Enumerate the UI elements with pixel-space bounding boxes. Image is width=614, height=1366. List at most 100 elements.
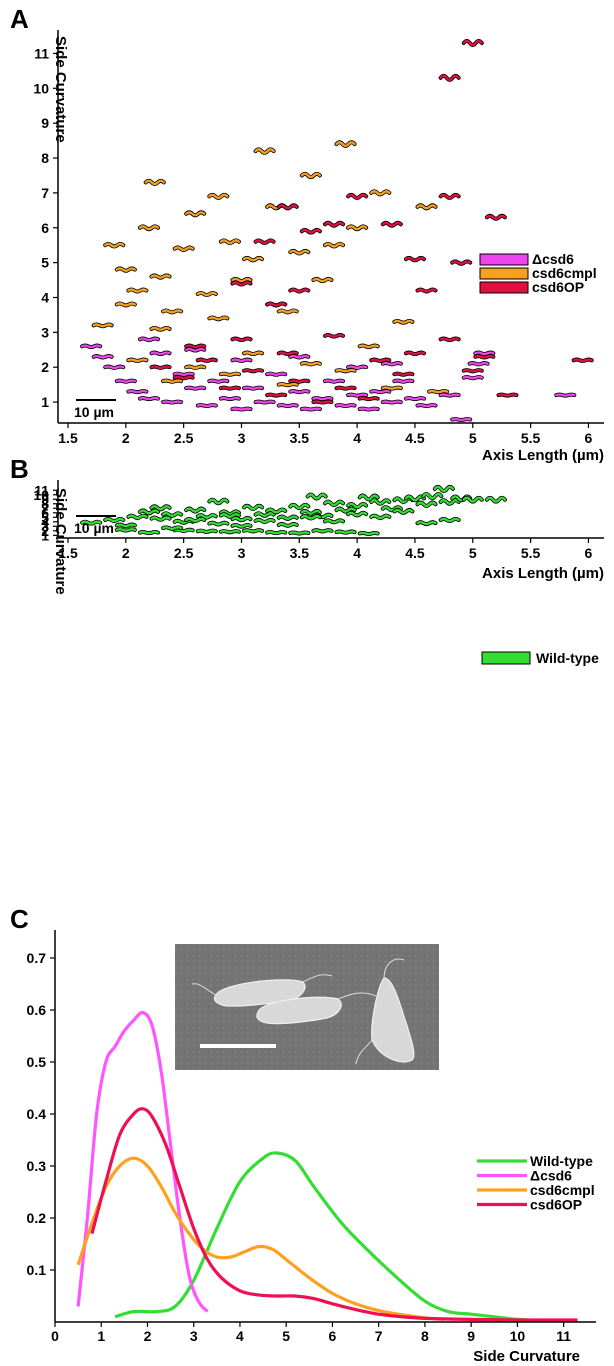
cell-point xyxy=(289,288,310,293)
panel-c-density: 0 1 2 3 4 5 6 7 8 9 10 11 0.1 0.2 0.3 0.4 0.5 0.6 0.7 Sid… xyxy=(27,930,596,1365)
cell-point xyxy=(173,246,194,252)
x-tick-label: 9 xyxy=(467,1328,475,1344)
cell-point xyxy=(265,530,287,535)
cell-point xyxy=(219,396,241,401)
cell-point xyxy=(289,503,310,510)
cell-point xyxy=(254,518,275,524)
cell-point xyxy=(300,407,322,411)
cell-point xyxy=(231,337,252,342)
panel-a-scale-bar-label: 10 µm xyxy=(74,404,114,420)
cell-point xyxy=(104,365,125,370)
cell-point xyxy=(138,225,160,231)
cell-point xyxy=(144,179,165,186)
cell-point xyxy=(127,288,148,293)
cell-point xyxy=(300,514,322,520)
cell-point xyxy=(150,326,171,331)
cell-point xyxy=(92,323,113,328)
x-tick-label: 5 xyxy=(282,1328,290,1344)
cell-point xyxy=(231,281,252,286)
cell-point xyxy=(219,513,241,518)
cell-point xyxy=(219,386,241,390)
cell-point xyxy=(127,389,148,394)
cell-point xyxy=(462,368,483,373)
cell-point xyxy=(439,499,460,505)
cell-point xyxy=(80,344,102,349)
cell-point xyxy=(335,386,356,390)
y-tick-label: 10 xyxy=(33,487,49,503)
panel-b-series-wild-type xyxy=(80,484,507,537)
cell-point xyxy=(208,498,229,505)
inset-flagellum xyxy=(383,958,405,979)
cell-point xyxy=(381,221,403,227)
x-tick-label: 1.5 xyxy=(58,430,78,446)
panel-c-inset-micrograph xyxy=(175,944,439,1070)
cell-point xyxy=(312,400,333,404)
cell-point xyxy=(485,214,507,220)
x-tick-label: 5 xyxy=(469,545,477,561)
y-tick-label: 0.4 xyxy=(27,1106,47,1122)
x-tick-label: 3 xyxy=(190,1328,198,1344)
x-tick-label: 2 xyxy=(122,545,130,561)
cell-point xyxy=(393,508,414,515)
x-tick-label: 6 xyxy=(329,1328,337,1344)
panel-c-lines xyxy=(76,1010,578,1323)
x-tick-label: 6 xyxy=(585,545,593,561)
cell-point xyxy=(289,249,310,255)
cell-point xyxy=(161,526,183,531)
cell-point xyxy=(161,512,183,518)
x-tick-label: 4 xyxy=(236,1328,244,1344)
cell-point xyxy=(231,523,252,528)
cell-point xyxy=(404,495,426,502)
x-tick-label: 1 xyxy=(97,1328,105,1344)
y-tick-label: 2 xyxy=(41,523,49,539)
panel-c-letter: C xyxy=(10,904,29,934)
cell-point xyxy=(381,400,403,404)
cell-point xyxy=(277,403,298,408)
cell-point xyxy=(161,379,183,383)
cell-point xyxy=(277,522,298,528)
cell-point xyxy=(346,365,368,370)
cell-point xyxy=(323,242,345,248)
cell-point xyxy=(381,506,403,512)
y-tick-label: 11 xyxy=(34,482,49,498)
cell-point xyxy=(277,382,298,387)
cell-point xyxy=(196,403,217,408)
cell-point xyxy=(370,358,391,363)
line-series-wild-type xyxy=(114,1151,564,1323)
y-tick-label: 9 xyxy=(41,115,49,131)
panel-c-x-label: Side Curvature xyxy=(473,1348,580,1365)
cell-point xyxy=(138,396,160,401)
cell-point xyxy=(208,193,229,200)
inset-flagellum xyxy=(302,974,333,983)
y-tick-label: 0.7 xyxy=(27,950,47,966)
y-tick-label: 11 xyxy=(34,45,49,61)
cell-point xyxy=(300,228,322,234)
cell-point xyxy=(277,351,298,356)
cell-point xyxy=(265,302,287,307)
cell-point xyxy=(138,337,160,342)
inset-flagella xyxy=(191,958,405,1065)
x-tick-label: 7 xyxy=(375,1328,383,1344)
cell-point xyxy=(161,400,183,404)
cell-point xyxy=(254,239,275,245)
cell-point xyxy=(485,496,507,503)
x-tick-label: 3 xyxy=(238,545,246,561)
cell-point xyxy=(335,141,356,148)
cell-point xyxy=(231,516,252,522)
legend-label-csd6cmpl: csd6cmpl xyxy=(530,1182,595,1198)
cell-point xyxy=(572,358,593,363)
legend-label-csd6: Δcsd6 xyxy=(530,1168,572,1184)
panel-a-x-ticks: 1.5 2 2.5 3 3.5 4 4.5 5 5.5 6 xyxy=(58,423,593,446)
y-tick-label: 0.6 xyxy=(27,1002,47,1018)
panel-a-letter: A xyxy=(10,4,29,34)
cell-point xyxy=(323,333,345,338)
x-tick-label: 2.5 xyxy=(174,430,194,446)
cell-point xyxy=(335,368,356,373)
cell-point xyxy=(358,407,379,411)
cell-point xyxy=(173,372,194,377)
cell-point xyxy=(277,204,298,210)
panel-a-scatter: 1.5 2 2.5 3 3.5 4 4.5 5 5.5 6 1 2 3 4 5 6 7 8 9 10 11 Axis … xyxy=(33,30,604,464)
cell-point xyxy=(346,502,368,509)
cell-point xyxy=(300,361,322,366)
